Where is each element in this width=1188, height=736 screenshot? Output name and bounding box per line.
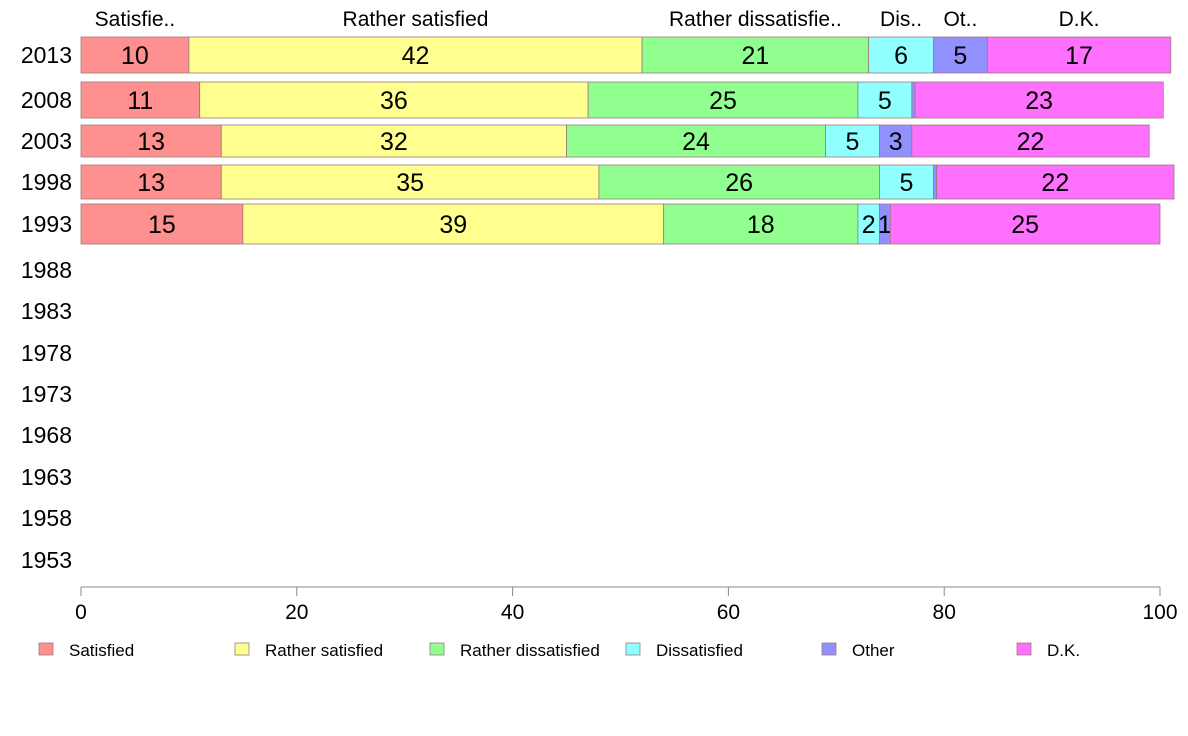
legend-swatch-other <box>821 642 837 656</box>
y-tick-label-1983: 1983 <box>21 298 72 324</box>
top-label-d-k-: D.K. <box>1059 8 1100 31</box>
bar-1998-other <box>933 164 938 200</box>
data-label-1998-rather-satisfied: 35 <box>396 169 424 197</box>
data-label-2013-rather-dissatisfied: 21 <box>741 42 769 70</box>
legend-label-rather-satisfied: Rather satisfied <box>265 641 383 660</box>
data-label-2013-d-k-: 17 <box>1065 42 1093 70</box>
top-label-dissatisfied: Dis.. <box>880 8 922 31</box>
data-label-2013-dissatisfied: 6 <box>894 42 908 70</box>
x-tick-label-60: 60 <box>717 601 740 624</box>
legend-swatch-d-k- <box>1016 642 1032 656</box>
data-label-2003-rather-satisfied: 32 <box>380 128 408 156</box>
data-label-2003-dissatisfied: 5 <box>846 128 860 156</box>
bar-1998-rather-satisfied <box>220 164 600 200</box>
y-tick-label-1963: 1963 <box>21 464 72 490</box>
bar-2003-rather-dissatisfied <box>566 124 826 158</box>
x-tick-label-20: 20 <box>285 601 308 624</box>
y-tick-label-1998: 1998 <box>21 169 72 195</box>
y-tick-label-2008: 2008 <box>21 87 72 113</box>
legend-swatch-satisfied <box>38 642 54 656</box>
bar-1998-satisfied <box>80 164 222 200</box>
legend-swatch-rather-dissatisfied <box>429 642 445 656</box>
x-tick-label-100: 100 <box>1142 601 1177 624</box>
bar-2003-other <box>879 124 913 158</box>
data-label-1998-d-k-: 22 <box>1041 169 1069 197</box>
data-label-2013-other: 5 <box>953 42 967 70</box>
bar-1998-d-k- <box>936 164 1175 200</box>
y-tick-label-1988: 1988 <box>21 257 72 283</box>
bar-1993-satisfied <box>80 203 244 245</box>
data-label-2003-other: 3 <box>889 128 903 156</box>
data-label-1993-rather-satisfied: 39 <box>439 211 467 239</box>
bar-2003-rather-satisfied <box>220 124 567 158</box>
y-tick-label-1953: 1953 <box>21 547 72 573</box>
bar-2013-other <box>933 36 988 74</box>
bar-2008-d-k- <box>914 81 1164 119</box>
data-label-2013-rather-satisfied: 42 <box>402 42 430 70</box>
bar-1993-rather-dissatisfied <box>663 203 859 245</box>
bar-2003-d-k- <box>911 124 1150 158</box>
x-tick-label-80: 80 <box>933 601 956 624</box>
data-label-2003-d-k-: 22 <box>1017 128 1045 156</box>
bar-2008-satisfied <box>80 81 201 119</box>
legend-swatch-dissatisfied <box>625 642 641 656</box>
bar-1998-dissatisfied <box>879 164 934 200</box>
y-tick-label-1958: 1958 <box>21 505 72 531</box>
bar-1998-rather-dissatisfied <box>598 164 880 200</box>
bar-2003-satisfied <box>80 124 222 158</box>
legend: Satisfied Rather satisfied Rather dissatis… <box>38 641 1080 660</box>
data-label-2008-rather-dissatisfied: 25 <box>709 87 737 115</box>
data-label-1993-dissatisfied: 2 <box>862 211 876 239</box>
bar-2013-rather-satisfied <box>188 36 643 74</box>
legend-label-satisfied: Satisfied <box>69 641 134 660</box>
top-label-rather-satisfied: Rather satisfied <box>343 8 489 31</box>
data-label-2008-dissatisfied: 5 <box>878 87 892 115</box>
y-tick-label-1973: 1973 <box>21 381 72 407</box>
y-tick-label-1978: 1978 <box>21 340 72 366</box>
bar-2008-dissatisfied <box>857 81 913 119</box>
bar-2013-d-k- <box>986 36 1172 74</box>
bar-2013-satisfied <box>80 36 190 74</box>
y-tick-label-1993: 1993 <box>21 211 72 237</box>
y-tick-label-2003: 2003 <box>21 128 72 154</box>
top-label-satisfied: Satisfie.. <box>95 8 176 31</box>
data-label-1998-dissatisfied: 5 <box>899 169 913 197</box>
data-label-2013-satisfied: 10 <box>121 42 149 70</box>
legend-label-d-k-: D.K. <box>1047 641 1080 660</box>
data-label-2008-d-k-: 23 <box>1025 87 1053 115</box>
y-tick-label-1968: 1968 <box>21 422 72 448</box>
y-axis-labels: 2013 2008 2003 1998 1993 1988 1983 1978 1973 1968… <box>21 42 72 573</box>
bar-1993-d-k- <box>889 203 1161 245</box>
x-axis: 0 20 40 60 80 100 <box>75 586 1178 624</box>
data-label-2008-rather-satisfied: 36 <box>380 87 408 115</box>
top-category-labels: Satisfie.. Rather satisfied Rather dissati… <box>95 8 1100 31</box>
bar-2008-rather-dissatisfied <box>587 81 859 119</box>
legend-label-dissatisfied: Dissatisfied <box>656 641 743 660</box>
data-label-2003-rather-dissatisfied: 24 <box>682 128 710 156</box>
y-tick-label-2013: 2013 <box>21 42 72 68</box>
bar-2008-other <box>911 81 916 119</box>
data-label-1998-satisfied: 13 <box>137 169 165 197</box>
data-label-1993-satisfied: 15 <box>148 211 176 239</box>
top-label-other: Ot.. <box>943 8 977 31</box>
bar-2013-rather-dissatisfied <box>641 36 870 74</box>
data-label-1993-rather-dissatisfied: 18 <box>747 211 775 239</box>
data-label-1998-rather-dissatisfied: 26 <box>725 169 753 197</box>
x-tick-label-40: 40 <box>501 601 524 624</box>
legend-swatch-rather-satisfied <box>234 642 250 656</box>
legend-label-other: Other <box>852 641 895 660</box>
bar-2008-rather-satisfied <box>199 81 589 119</box>
data-label-1993-other: 1 <box>878 211 892 239</box>
data-label-1993-d-k-: 25 <box>1011 211 1039 239</box>
data-label-2003-satisfied: 13 <box>137 128 165 156</box>
top-label-rather-dissatisfied: Rather dissatisfie.. <box>669 8 842 31</box>
legend-label-rather-dissatisfied: Rather dissatisfied <box>460 641 600 660</box>
data-label-2008-satisfied: 11 <box>127 87 153 115</box>
x-tick-label-0: 0 <box>75 601 87 624</box>
